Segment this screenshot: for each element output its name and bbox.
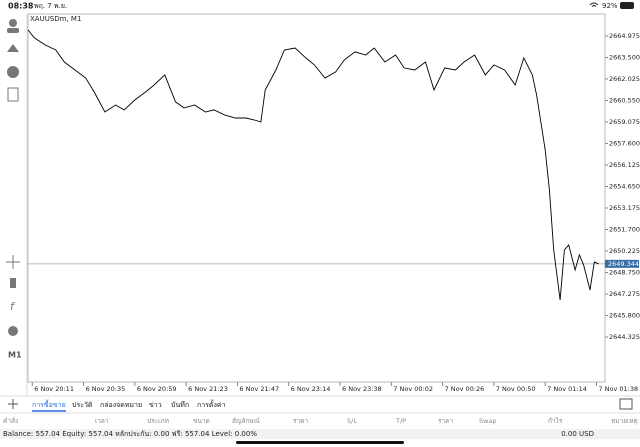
y-tick-label: 2650.225 xyxy=(609,247,640,255)
chat-icon[interactable] xyxy=(7,66,19,78)
account-icon-body xyxy=(7,28,19,33)
x-tick-label: 6 Nov 20:59 xyxy=(137,385,177,393)
add-button[interactable] xyxy=(8,399,18,409)
account-icon[interactable] xyxy=(9,19,17,27)
objects-icon[interactable] xyxy=(8,326,18,336)
x-tick-label: 7 Nov 01:38 xyxy=(598,385,638,393)
column-header: T/P xyxy=(395,417,406,425)
x-tick-label: 7 Nov 00:50 xyxy=(496,385,536,393)
column-header: ราคา xyxy=(438,417,453,425)
column-header: ราคา xyxy=(293,417,308,425)
indicator-icon[interactable]: f xyxy=(10,300,16,313)
chart-title: XAUUSDm, M1 xyxy=(30,15,81,23)
wifi-icon xyxy=(589,2,599,7)
new-order-icon[interactable] xyxy=(7,87,19,102)
column-header: ประเภท xyxy=(147,417,169,425)
x-tick-label: 7 Nov 01:14 xyxy=(547,385,587,393)
tab[interactable]: กล่องจดหมาย xyxy=(100,401,142,409)
status-date: พฤ. 7 พ.ย. xyxy=(34,2,67,10)
column-header: ขนาด xyxy=(193,417,210,425)
status-battery: 92% xyxy=(602,2,618,10)
status-time: 08:38 xyxy=(8,2,34,11)
x-tick-label: 6 Nov 20:35 xyxy=(86,385,126,393)
x-tick-label: 6 Nov 21:47 xyxy=(239,385,279,393)
left-toolbar: f xyxy=(6,19,20,336)
y-tick-label: 2651.700 xyxy=(609,225,640,233)
tab[interactable]: การตั้งค่า xyxy=(197,398,226,409)
timeframe-button[interactable]: M1 xyxy=(8,351,22,360)
tab[interactable]: การซื้อขาย xyxy=(32,398,66,409)
battery-icon xyxy=(620,2,634,9)
account-summary: Balance: 557.04 Equity: 557.04 หลักประกั… xyxy=(3,430,257,438)
column-header: หมายเหตุ xyxy=(611,417,638,425)
price-line xyxy=(27,29,599,300)
column-header: สัญลักษณ์ xyxy=(232,417,260,425)
y-tick-label: 2645.800 xyxy=(609,312,640,320)
x-tick-label: 6 Nov 23:14 xyxy=(291,385,331,393)
y-tick-label: 2663.500 xyxy=(609,53,640,61)
x-tick-label: 6 Nov 21:23 xyxy=(188,385,228,393)
x-tick-label: 7 Nov 00:26 xyxy=(445,385,485,393)
x-tick-label: 7 Nov 00:02 xyxy=(393,385,433,393)
candle-icon[interactable] xyxy=(10,278,16,288)
y-tick-label: 2653.175 xyxy=(609,204,640,212)
y-tick-label: 2664.975 xyxy=(609,32,640,40)
column-header: S/L xyxy=(347,417,357,425)
trade-icon[interactable] xyxy=(7,44,19,52)
column-header: Swap xyxy=(479,417,497,425)
bid-label-bg xyxy=(605,259,639,268)
plot-frame xyxy=(27,13,606,383)
y-tick-label: 2647.275 xyxy=(609,290,640,298)
y-tick-label: 2644.325 xyxy=(609,333,640,341)
y-tick-label: 2659.075 xyxy=(609,118,640,126)
tab[interactable]: บันทึก xyxy=(171,400,189,409)
y-tick-label: 2662.025 xyxy=(609,75,640,83)
bid-label: 2649.344 xyxy=(608,260,639,268)
column-header: เวลา xyxy=(95,417,109,425)
summary-bar xyxy=(0,429,640,439)
x-tick-label: 6 Nov 23:38 xyxy=(342,385,382,393)
total-profit: 0.00 USD xyxy=(561,430,594,438)
x-tick-label: 6 Nov 20:11 xyxy=(34,385,74,393)
y-tick-label: 2657.600 xyxy=(609,139,640,147)
home-indicator xyxy=(236,441,404,444)
y-tick-label: 2660.550 xyxy=(609,96,640,104)
y-tick-label: 2648.750 xyxy=(609,269,640,277)
expand-button[interactable] xyxy=(619,398,633,410)
crosshair-icon[interactable] xyxy=(6,255,20,269)
y-tick-label: 2656.125 xyxy=(609,161,640,169)
tab[interactable]: ข่าว xyxy=(149,401,162,409)
tab[interactable]: ประวัติ xyxy=(72,401,93,409)
column-header: กำไร xyxy=(548,417,563,425)
y-tick-label: 2654.650 xyxy=(609,182,640,190)
column-header: คำสั่ง xyxy=(3,416,18,425)
